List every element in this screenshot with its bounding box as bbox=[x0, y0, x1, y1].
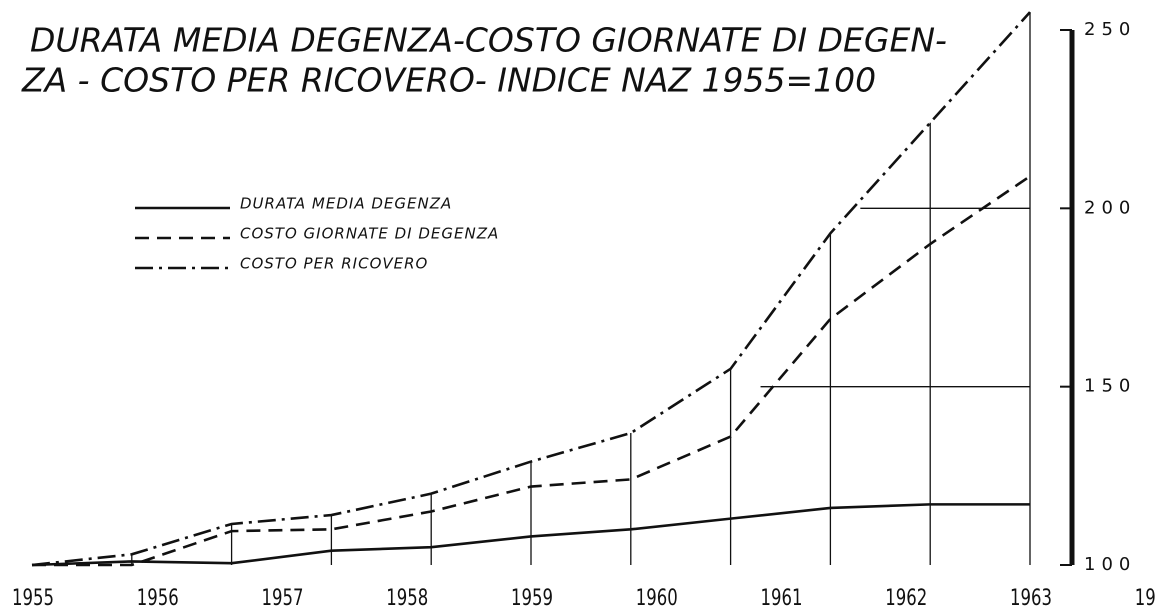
x-tick-label: 1959 bbox=[511, 585, 553, 611]
y-tick-label: 250 bbox=[1084, 19, 1136, 40]
x-tick-label: 1956 bbox=[137, 585, 179, 611]
chart-title: ZA - COSTO PER RICOVERO- INDICE NAZ 1955… bbox=[21, 61, 876, 100]
chart-title: DURATA MEDIA DEGENZA-COSTO GIORNATE DI D… bbox=[30, 21, 947, 60]
legend-label: DURATA MEDIA DEGENZA bbox=[240, 195, 452, 213]
x-tick-label: 1962 bbox=[885, 585, 927, 611]
series-line bbox=[31, 11, 1031, 567]
x-tick-label: 1957 bbox=[262, 585, 304, 611]
x-tick-label: 1960 bbox=[636, 585, 678, 611]
x-tick-label: 1964 bbox=[1135, 585, 1155, 611]
y-tick-label: 100 bbox=[1084, 554, 1136, 575]
x-tick-label: 1955 bbox=[12, 585, 54, 611]
y-tick-label: 200 bbox=[1084, 197, 1136, 218]
legend-label: COSTO GIORNATE DI DEGENZA bbox=[240, 225, 499, 243]
x-tick-label: 1961 bbox=[761, 585, 803, 611]
x-tick-label: 1958 bbox=[386, 585, 428, 611]
x-tick-label: 1963 bbox=[1010, 585, 1052, 611]
series-line bbox=[31, 503, 1030, 567]
series-line bbox=[32, 175, 1031, 567]
legend-label: COSTO PER RICOVERO bbox=[240, 255, 428, 273]
y-tick-label: 150 bbox=[1084, 376, 1136, 397]
